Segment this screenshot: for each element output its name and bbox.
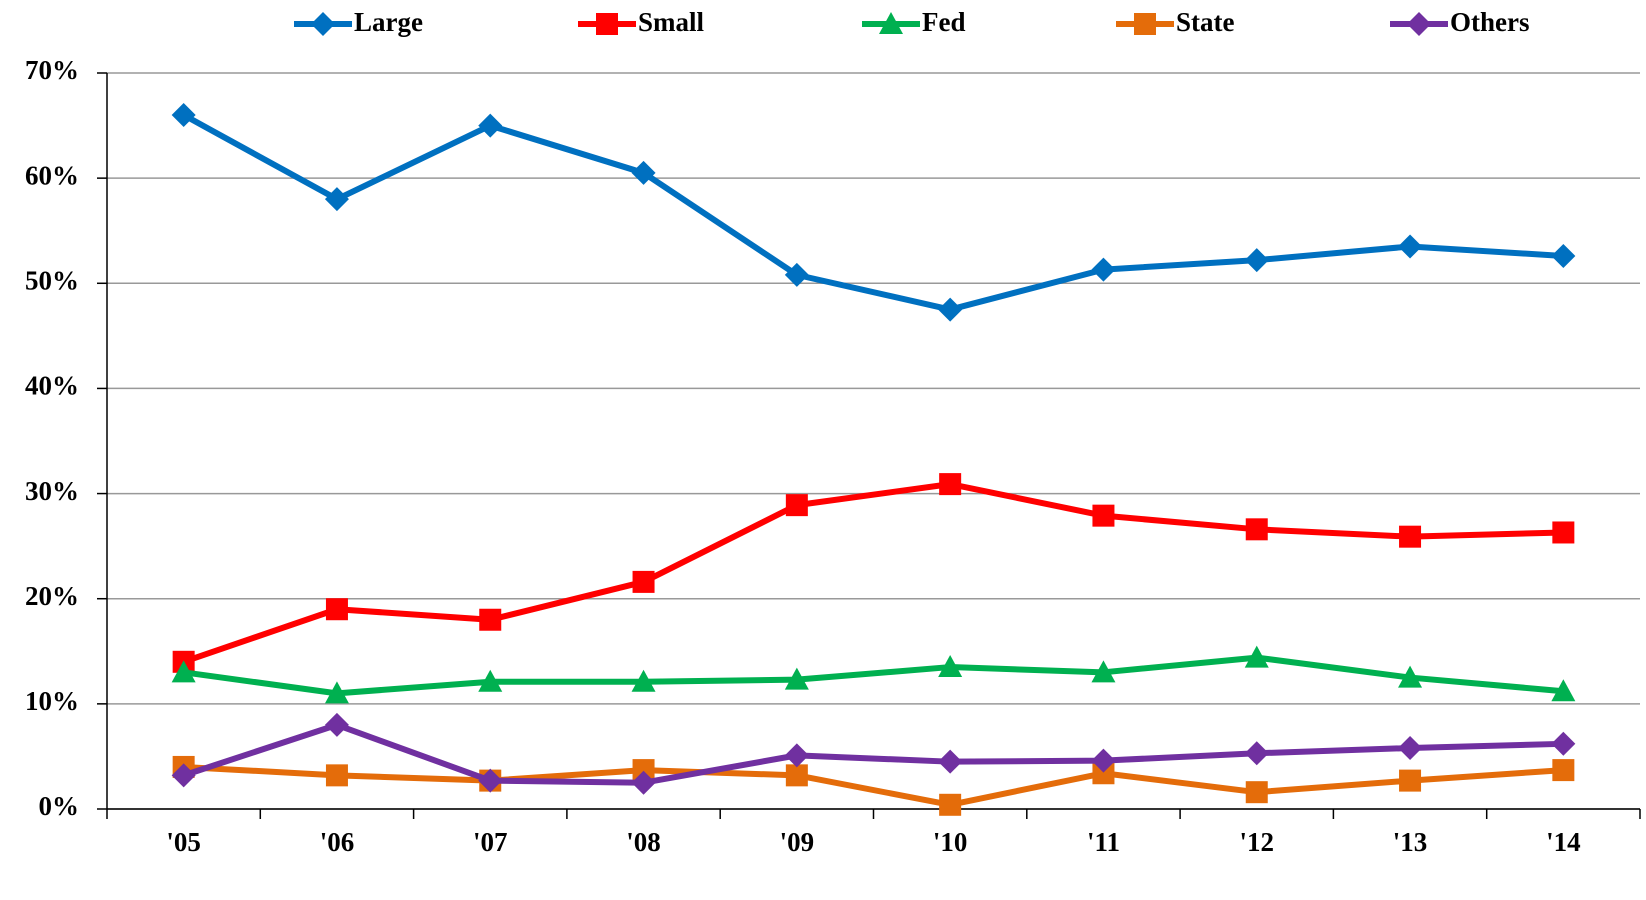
x-tick-label: '13 bbox=[1393, 827, 1428, 857]
data-point bbox=[1399, 525, 1422, 548]
data-point bbox=[1091, 660, 1116, 683]
data-point bbox=[324, 681, 349, 704]
data-point bbox=[478, 669, 503, 692]
x-tick-label: '10 bbox=[933, 827, 968, 857]
data-point bbox=[324, 187, 349, 212]
data-point bbox=[1551, 731, 1576, 756]
data-point bbox=[171, 660, 196, 683]
y-tick-label: 60% bbox=[25, 160, 79, 190]
series-line bbox=[183, 763, 1564, 808]
y-tick-label: 30% bbox=[25, 476, 79, 506]
y-tick-label: 10% bbox=[25, 686, 79, 716]
data-point bbox=[325, 764, 348, 787]
data-point bbox=[784, 743, 809, 768]
data-point bbox=[938, 655, 963, 678]
data-point bbox=[1244, 645, 1269, 668]
y-tick-label: 50% bbox=[25, 265, 79, 295]
x-tick-label: '05 bbox=[166, 827, 201, 857]
x-tick-label: '09 bbox=[780, 827, 815, 857]
data-point bbox=[171, 103, 196, 128]
data-point bbox=[785, 764, 808, 787]
data-point bbox=[1398, 665, 1423, 688]
legend-marker bbox=[596, 13, 618, 35]
legend-marker bbox=[1407, 12, 1431, 36]
data-point bbox=[1552, 759, 1575, 782]
data-point bbox=[478, 113, 503, 138]
series-line bbox=[182, 721, 1564, 786]
data-point bbox=[1244, 741, 1269, 766]
data-point bbox=[784, 262, 809, 287]
data-point bbox=[784, 667, 809, 690]
data-point bbox=[1245, 518, 1268, 541]
data-point bbox=[1092, 762, 1115, 785]
data-point bbox=[1551, 679, 1576, 702]
data-point bbox=[938, 297, 963, 322]
data-point bbox=[1092, 504, 1115, 527]
data-point bbox=[1244, 248, 1269, 273]
data-point bbox=[324, 712, 349, 737]
data-point bbox=[1245, 781, 1268, 804]
data-point bbox=[1399, 769, 1422, 792]
y-tick-label: 70% bbox=[25, 55, 79, 85]
legend-label: State bbox=[1176, 7, 1234, 37]
x-tick-label: '11 bbox=[1087, 827, 1120, 857]
data-point bbox=[631, 160, 656, 185]
legend-label: Large bbox=[354, 7, 423, 37]
data-point bbox=[478, 768, 503, 793]
data-point bbox=[632, 759, 655, 782]
legend-label: Fed bbox=[922, 7, 966, 37]
data-point bbox=[1398, 736, 1423, 761]
data-point bbox=[479, 608, 502, 631]
series-line bbox=[182, 112, 1564, 313]
data-point bbox=[1091, 257, 1116, 282]
data-point bbox=[1398, 234, 1423, 259]
y-tick-label: 20% bbox=[25, 581, 79, 611]
data-point bbox=[1552, 521, 1575, 544]
data-point bbox=[631, 770, 656, 795]
legend-marker bbox=[1134, 13, 1156, 35]
series-line bbox=[182, 481, 1564, 665]
x-tick-label: '14 bbox=[1546, 827, 1581, 857]
data-point bbox=[938, 749, 963, 774]
legend-label: Small bbox=[638, 7, 705, 37]
y-tick-label: 0% bbox=[39, 791, 80, 821]
data-point bbox=[939, 473, 962, 496]
data-point bbox=[1091, 748, 1116, 773]
legend-marker bbox=[311, 12, 335, 36]
legend-marker bbox=[879, 12, 903, 34]
x-tick-label: '06 bbox=[320, 827, 355, 857]
data-point bbox=[1551, 243, 1576, 268]
data-point bbox=[785, 494, 808, 517]
data-point bbox=[631, 669, 656, 692]
data-point bbox=[325, 598, 348, 621]
data-point bbox=[939, 793, 962, 816]
data-point bbox=[632, 570, 655, 593]
x-tick-label: '07 bbox=[473, 827, 508, 857]
series-line bbox=[183, 654, 1564, 697]
y-tick-label: 40% bbox=[25, 371, 79, 401]
data-point bbox=[171, 763, 196, 788]
x-tick-label: '12 bbox=[1239, 827, 1274, 857]
legend-label: Others bbox=[1450, 7, 1529, 37]
x-tick-label: '08 bbox=[626, 827, 661, 857]
